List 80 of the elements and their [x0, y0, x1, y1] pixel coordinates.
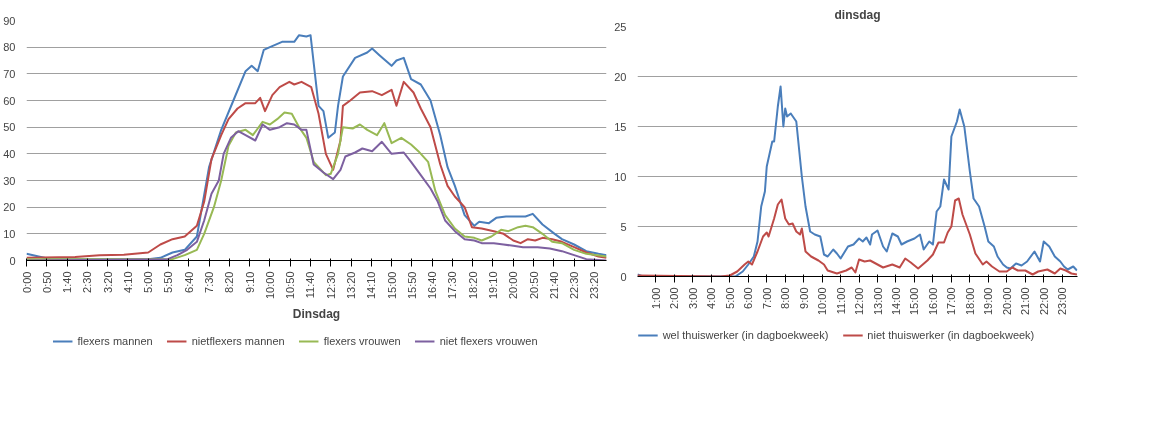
- x-tick-label: 17:00: [945, 287, 958, 316]
- x-tick-label: 21:00: [1019, 287, 1032, 316]
- x-tick-label: 19:00: [982, 287, 995, 316]
- x-tick-label: 5:00: [723, 287, 736, 309]
- x-tick-label: 12:00: [853, 287, 866, 316]
- x-tick-label: 2:00: [668, 287, 681, 309]
- x-tick-label: 21:40: [547, 271, 560, 300]
- x-tick-label: 8:20: [223, 271, 236, 293]
- x-tick-label: 8:00: [779, 287, 792, 309]
- y-tick-label: 90: [3, 14, 16, 27]
- y-tick-label: 40: [3, 147, 16, 160]
- x-tick-label: 16:40: [426, 271, 439, 300]
- x-tick-label: 10:00: [263, 271, 276, 300]
- x-tick-label: 1:40: [61, 271, 74, 293]
- x-tick-label: 11:40: [304, 271, 317, 299]
- x-tick-label: 23:20: [588, 271, 601, 300]
- y-tick-label: 0: [620, 270, 627, 283]
- y-tick-label: 80: [3, 41, 16, 54]
- x-tick-label: 4:10: [121, 271, 134, 293]
- x-tick-label: 18:00: [963, 287, 976, 316]
- y-tick-label: 25: [614, 20, 627, 33]
- y-tick-label: 50: [3, 121, 16, 134]
- legend-label: nietflexers mannen: [191, 335, 285, 347]
- line-series: [26, 34, 607, 261]
- y-tick-label: 60: [3, 94, 16, 107]
- x-tick-label: 3:00: [686, 287, 699, 309]
- x-tick-label: 5:50: [162, 271, 175, 293]
- y-tick-label: 20: [3, 201, 16, 214]
- legend-label: niet flexers vrouwen: [439, 335, 538, 347]
- x-tick-label: 16:00: [926, 287, 939, 316]
- x-tick-label: 0:00: [20, 271, 33, 293]
- x-tick-label: 10:50: [284, 271, 297, 300]
- x-tick-label: 20:00: [1000, 287, 1013, 316]
- x-tick-label: 20:00: [507, 271, 520, 300]
- legend-label: flexers mannen: [77, 335, 153, 347]
- y-tick-label: 0: [9, 254, 16, 267]
- x-tick-label: 5:00: [142, 271, 155, 293]
- x-tick-label: 18:20: [466, 271, 479, 300]
- x-tick-label: 9:10: [243, 271, 256, 293]
- y-tick-label: 20: [614, 70, 627, 83]
- x-tick-label: 13:20: [345, 271, 358, 300]
- x-tick-label: 7:00: [760, 287, 773, 309]
- y-tick-label: 5: [620, 220, 627, 233]
- chart-title: dinsdag: [834, 7, 881, 22]
- x-tick-label: 11:00: [834, 287, 847, 315]
- legend-label: flexers vrouwen: [323, 335, 401, 347]
- y-tick-label: 30: [3, 174, 16, 187]
- x-tick-label: 15:50: [405, 271, 418, 300]
- x-tick-label: 1:00: [649, 287, 662, 309]
- x-tick-label: 22:30: [568, 271, 581, 300]
- y-tick-label: 10: [614, 170, 627, 183]
- x-axis-title: Dinsdag: [292, 307, 341, 322]
- x-tick-label: 0:50: [40, 271, 53, 293]
- legend-label: wel thuiswerker (in dagboekweek): [662, 329, 829, 341]
- x-tick-label: 2:30: [81, 271, 94, 293]
- x-tick-label: 17:30: [446, 271, 459, 300]
- x-tick-label: 14:10: [365, 271, 378, 300]
- x-tick-label: 15:00: [908, 287, 921, 316]
- x-tick-label: 22:00: [1037, 287, 1050, 316]
- x-tick-label: 4:00: [705, 287, 718, 309]
- x-tick-label: 6:00: [742, 287, 755, 309]
- x-tick-label: 14:00: [890, 287, 902, 316]
- x-tick-label: 10:00: [816, 287, 829, 316]
- x-tick-label: 13:00: [871, 287, 884, 316]
- x-tick-label: 23:00: [1056, 287, 1069, 316]
- x-tick-label: 19:10: [487, 271, 499, 300]
- line-series: [637, 85, 1078, 277]
- line-series: [637, 197, 1078, 277]
- x-tick-label: 20:50: [527, 271, 540, 300]
- x-tick-label: 9:00: [797, 287, 810, 309]
- y-tick-label: 10: [3, 227, 16, 240]
- y-tick-label: 15: [614, 120, 627, 133]
- x-tick-label: 3:20: [101, 271, 114, 293]
- x-tick-label: 12:30: [324, 271, 337, 300]
- legend-label: niet thuiswerker (in dagboekweek): [867, 329, 1035, 341]
- y-tick-label: 70: [3, 67, 16, 80]
- x-tick-label: 7:30: [203, 271, 216, 293]
- x-tick-label: 6:40: [182, 271, 195, 293]
- line-series: [26, 80, 607, 259]
- x-tick-label: 15:00: [385, 271, 398, 300]
